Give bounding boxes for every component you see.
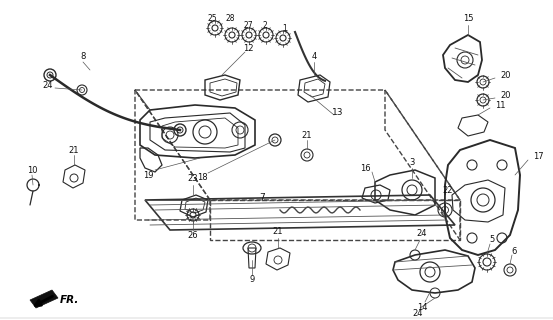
Text: 20: 20 — [500, 70, 510, 79]
Text: 21: 21 — [273, 228, 283, 236]
Text: 18: 18 — [197, 172, 207, 181]
Polygon shape — [30, 290, 58, 308]
Text: 16: 16 — [359, 164, 371, 172]
Text: 9: 9 — [249, 276, 254, 284]
Text: 26: 26 — [187, 231, 199, 241]
Text: 10: 10 — [27, 165, 37, 174]
Text: 19: 19 — [143, 171, 153, 180]
Text: 25: 25 — [207, 13, 217, 22]
Text: 15: 15 — [463, 13, 473, 22]
Text: 24: 24 — [43, 81, 53, 90]
Text: 28: 28 — [225, 13, 235, 22]
Text: 17: 17 — [533, 151, 544, 161]
Text: 3: 3 — [409, 157, 415, 166]
Text: 2: 2 — [263, 20, 267, 29]
Text: 5: 5 — [489, 236, 494, 244]
Text: 11: 11 — [495, 100, 505, 109]
Text: 24: 24 — [417, 229, 427, 238]
Text: 24: 24 — [413, 309, 423, 318]
Text: 8: 8 — [80, 52, 86, 60]
Text: 6: 6 — [512, 247, 517, 257]
Text: 21: 21 — [302, 131, 312, 140]
Text: 7: 7 — [259, 194, 265, 203]
Text: FR.: FR. — [60, 295, 80, 305]
Text: 13: 13 — [332, 108, 344, 116]
Text: 20: 20 — [500, 91, 510, 100]
Text: 23: 23 — [187, 173, 199, 182]
Text: 27: 27 — [243, 20, 253, 29]
Text: 1: 1 — [283, 23, 288, 33]
Text: 12: 12 — [243, 44, 253, 52]
Text: 14: 14 — [417, 303, 427, 313]
Text: 22: 22 — [443, 186, 453, 195]
Text: 4: 4 — [311, 52, 317, 60]
Text: 21: 21 — [69, 146, 79, 155]
